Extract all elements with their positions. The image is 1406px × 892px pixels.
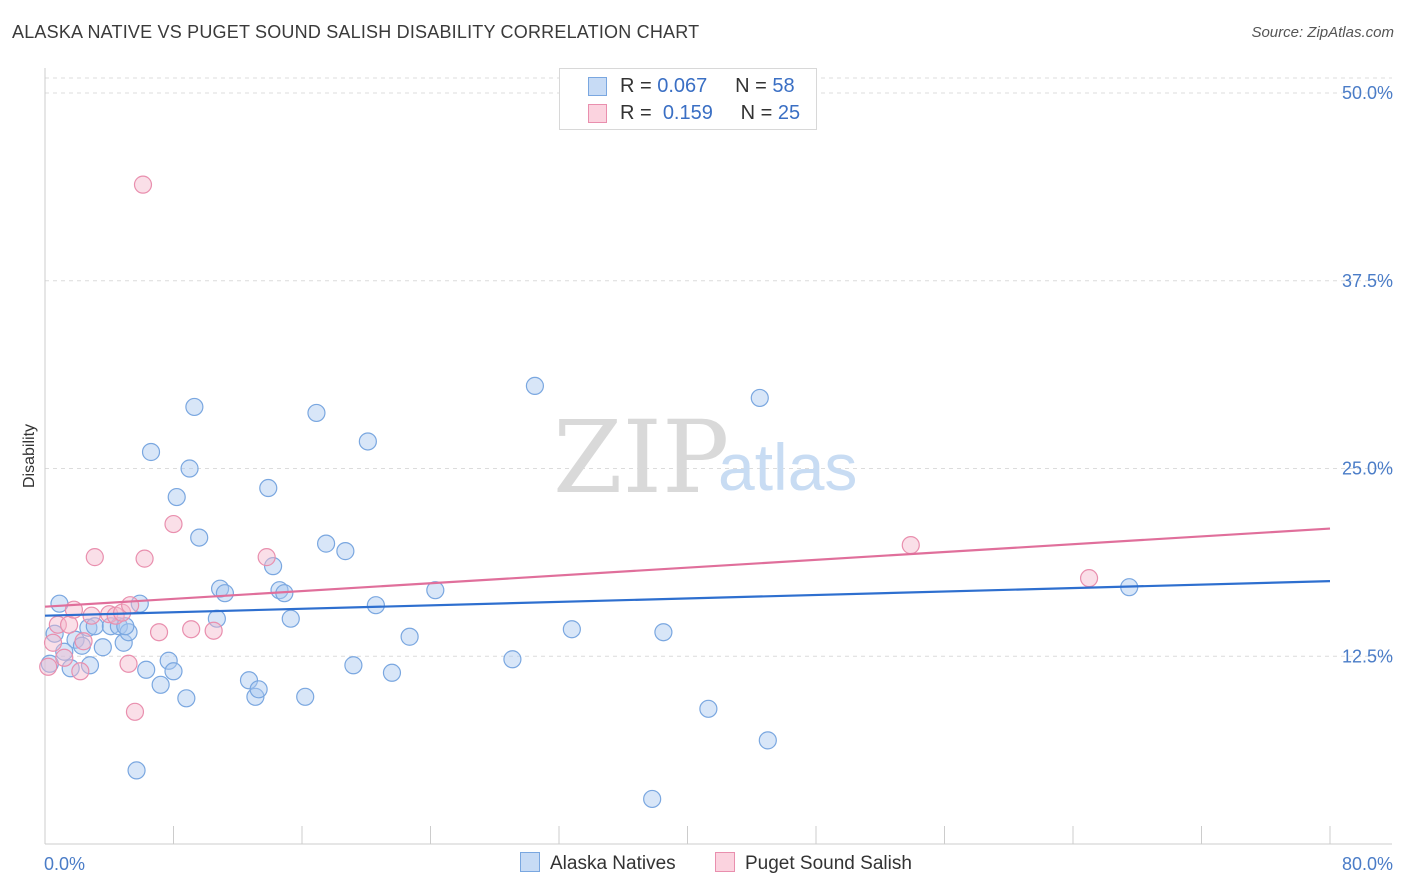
data-point-puget-sound-salish	[257, 548, 276, 567]
data-point-alaska-natives	[366, 596, 385, 615]
data-point-alaska-natives	[180, 459, 199, 478]
series-alaska-natives-points	[40, 376, 1139, 809]
data-point-alaska-natives	[358, 432, 377, 451]
data-point-puget-sound-salish	[55, 648, 74, 667]
data-point-alaska-natives	[316, 534, 336, 553]
y-tick-label: 37.5%	[1342, 271, 1393, 291]
data-point-alaska-natives	[562, 620, 581, 639]
data-point-puget-sound-salish	[135, 549, 154, 568]
data-point-alaska-natives	[259, 478, 278, 498]
data-point-puget-sound-salish	[121, 596, 140, 615]
legend-n-label: N =	[735, 75, 767, 97]
legend-swatch-pink	[588, 104, 607, 123]
bottom-legend-alaska-natives: Alaska Natives	[520, 852, 676, 875]
series-puget-sound-salish-points	[39, 175, 1099, 721]
data-point-puget-sound-salish	[204, 621, 223, 640]
data-point-alaska-natives	[699, 699, 718, 718]
x-tick-labels: 0.0% 80.0%	[44, 854, 1393, 874]
data-point-alaska-natives	[503, 650, 522, 669]
data-point-alaska-natives	[382, 663, 402, 682]
data-point-alaska-natives	[137, 660, 156, 679]
data-point-alaska-natives	[177, 689, 196, 708]
data-point-puget-sound-salish	[1079, 569, 1099, 588]
data-point-alaska-natives	[750, 388, 769, 408]
data-point-alaska-natives	[643, 789, 662, 809]
watermark-atlas: atlas	[718, 430, 857, 504]
data-point-alaska-natives	[185, 397, 204, 417]
data-point-puget-sound-salish	[901, 536, 920, 555]
legend-r-label: R =	[620, 75, 652, 97]
trend-line-alaska-natives	[44, 580, 1331, 617]
data-point-alaska-natives	[190, 528, 209, 547]
bottom-legend-swatch-blue	[520, 852, 540, 872]
bottom-legend-label: Puget Sound Salish	[745, 853, 912, 874]
data-point-alaska-natives	[758, 731, 777, 750]
data-point-alaska-natives	[151, 675, 170, 694]
data-point-alaska-natives	[296, 687, 315, 706]
data-point-puget-sound-salish	[164, 514, 183, 534]
legend-r-value: 0.067	[657, 75, 708, 97]
data-point-alaska-natives	[307, 403, 326, 423]
data-point-alaska-natives	[525, 376, 545, 396]
chart-title: ALASKA NATIVE VS PUGET SOUND SALISH DISA…	[12, 22, 700, 42]
data-point-alaska-natives	[426, 581, 445, 600]
legend-r-value: 0.159	[662, 102, 713, 124]
data-point-puget-sound-salish	[119, 654, 138, 673]
data-point-alaska-natives	[249, 680, 268, 699]
data-point-puget-sound-salish	[74, 632, 93, 651]
bottom-legend-puget-sound-salish: Puget Sound Salish	[715, 852, 912, 875]
data-point-alaska-natives	[654, 623, 673, 642]
source-label: Source: ZipAtlas.com	[1251, 24, 1394, 41]
legend-n-value: 25	[777, 102, 801, 124]
data-point-alaska-natives	[164, 662, 183, 681]
axes	[44, 68, 1392, 845]
trend-lines	[44, 527, 1331, 617]
data-point-alaska-natives	[344, 656, 363, 675]
data-point-alaska-natives	[281, 609, 300, 628]
legend-r-label: R =	[620, 102, 652, 124]
watermark-zip: ZIP	[553, 399, 729, 516]
trend-line-puget-sound-salish	[44, 527, 1331, 608]
watermark: ZIP atlas	[553, 399, 857, 516]
data-point-alaska-natives	[93, 638, 112, 657]
data-point-alaska-natives	[80, 656, 100, 675]
data-point-alaska-natives	[400, 627, 419, 646]
data-point-alaska-natives	[79, 618, 98, 637]
data-point-puget-sound-salish	[39, 657, 58, 676]
data-point-puget-sound-salish	[182, 620, 201, 639]
data-point-puget-sound-salish	[59, 615, 79, 634]
data-point-puget-sound-salish	[133, 175, 153, 194]
data-point-alaska-natives	[270, 581, 289, 600]
data-point-alaska-natives	[215, 584, 234, 603]
legend-n-label: N =	[740, 102, 773, 124]
data-point-alaska-natives	[336, 542, 355, 561]
y-tick-labels: 12.5% 25.0% 37.5% 50.0%	[1342, 83, 1393, 666]
correlation-legend: R = 0.067 N = 58 R = 0.159 N = 25	[559, 68, 817, 130]
bottom-legend-swatch-pink	[715, 852, 735, 872]
x-tick-label: 0.0%	[44, 854, 85, 874]
data-point-puget-sound-salish	[71, 662, 90, 681]
data-point-puget-sound-salish	[125, 702, 145, 721]
data-point-puget-sound-salish	[149, 623, 169, 642]
y-axis-label: Disability	[21, 424, 38, 488]
legend-n-value: 58	[772, 75, 795, 97]
data-point-alaska-natives	[263, 557, 283, 576]
y-tick-label: 12.5%	[1342, 646, 1393, 666]
data-point-alaska-natives	[127, 761, 146, 780]
data-point-alaska-natives	[85, 617, 104, 636]
data-point-alaska-natives	[159, 651, 178, 670]
grid-lines	[45, 77, 1392, 657]
data-point-puget-sound-salish	[85, 548, 104, 567]
data-point-alaska-natives	[141, 442, 161, 462]
y-tick-label: 50.0%	[1342, 83, 1393, 103]
data-point-puget-sound-salish	[43, 633, 63, 652]
legend-swatch-blue	[588, 77, 607, 96]
y-tick-label: 25.0%	[1342, 459, 1393, 479]
data-point-alaska-natives	[109, 617, 128, 636]
x-tick-label: 80.0%	[1342, 854, 1393, 874]
data-point-alaska-natives	[167, 487, 186, 507]
bottom-legend-label: Alaska Natives	[550, 853, 676, 874]
